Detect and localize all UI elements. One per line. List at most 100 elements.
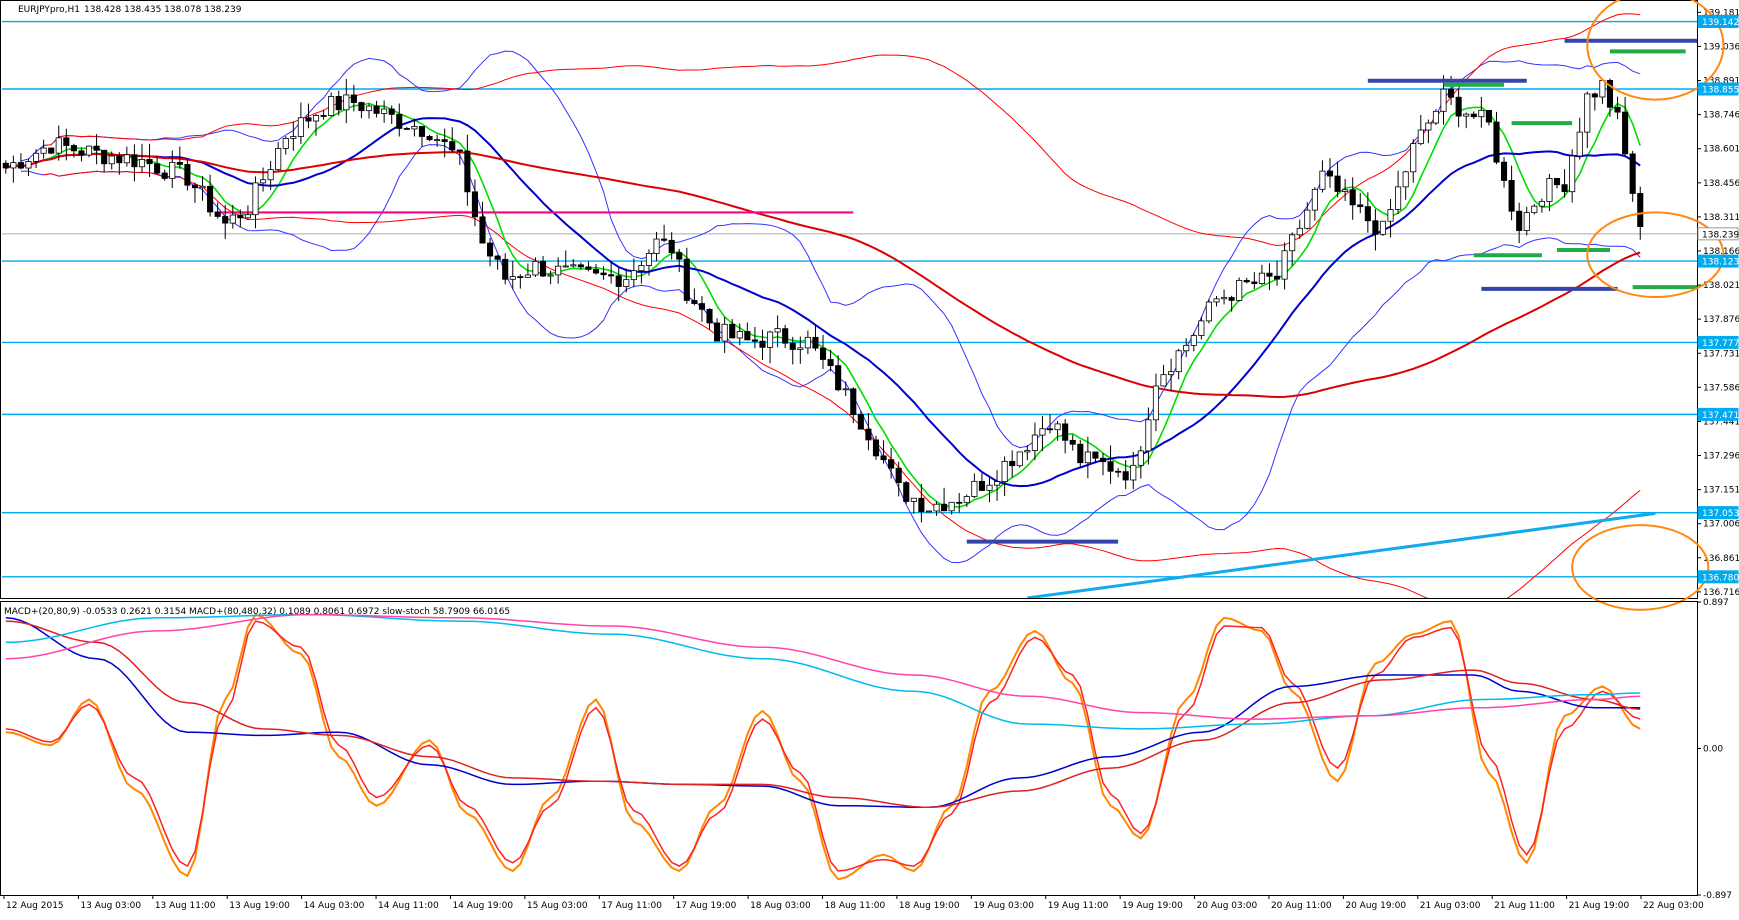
trendline[interactable]: [1027, 513, 1655, 598]
candle-body: [1002, 461, 1007, 481]
price-tick-label: 138.311: [1703, 213, 1739, 223]
price-label: 139.142: [1698, 16, 1739, 29]
candle-body: [329, 96, 334, 115]
price-tick-label: 137.876: [1703, 315, 1739, 325]
candle-body: [1517, 211, 1522, 230]
candle-body: [783, 329, 788, 344]
candle-body: [1078, 444, 1083, 462]
candle-body: [934, 504, 939, 511]
time-tick-label: 17 Aug 19:00: [676, 901, 737, 911]
candle-body: [707, 309, 712, 323]
candle-body: [49, 148, 54, 153]
candle-body: [207, 186, 212, 212]
candle-body: [639, 265, 644, 270]
candle-body: [313, 115, 318, 121]
candle-body: [374, 106, 379, 113]
candle-body: [1380, 221, 1385, 234]
candle-body: [86, 146, 91, 155]
indicator-header: MACD+(20,80,9) -0.0533 0.2621 0.3154 MAC…: [4, 607, 510, 617]
indicator-series-line: [6, 615, 1640, 729]
candle-body: [828, 359, 833, 365]
time-tick-label: 14 Aug 19:00: [452, 901, 513, 911]
candle-body: [1176, 351, 1181, 372]
candle-body: [540, 261, 545, 276]
candle-body: [866, 429, 871, 440]
candle-body: [139, 159, 144, 166]
price-plot-area[interactable]: [2, 14, 1723, 610]
candle-body: [1131, 465, 1136, 480]
price-panel[interactable]: 139.181139.036138.891138.746138.601138.4…: [1, 0, 1739, 610]
candle-body: [737, 332, 742, 338]
time-tick-label: 13 Aug 19:00: [229, 901, 290, 911]
candle-body: [510, 277, 515, 280]
candle-body: [843, 389, 848, 390]
candle-body: [616, 276, 621, 287]
indicator-plot-area[interactable]: [6, 615, 1640, 880]
price-label: 138.239: [1698, 228, 1739, 241]
time-tick-label: 20 Aug 19:00: [1345, 901, 1406, 911]
candle-body: [578, 265, 583, 267]
candle-body: [487, 243, 492, 256]
time-tick-label: 19 Aug 11:00: [1048, 901, 1109, 911]
candle-body: [1638, 193, 1643, 226]
candle-body: [730, 324, 735, 338]
price-label-text: 138.855: [1702, 85, 1739, 95]
candle-body: [745, 332, 750, 340]
price-tick-label: 137.586: [1703, 383, 1739, 393]
candle-body: [503, 259, 508, 279]
candle-body: [1411, 144, 1416, 172]
candle-body: [1168, 372, 1173, 375]
candle-body: [1297, 228, 1302, 235]
candle-body: [722, 324, 727, 341]
candle-body: [1070, 440, 1075, 444]
time-tick-label: 20 Aug 11:00: [1271, 901, 1332, 911]
candle-body: [699, 304, 704, 310]
time-tick-label: 22 Aug 03:00: [1643, 901, 1704, 911]
candle-body: [563, 266, 568, 267]
candle-body: [26, 161, 31, 168]
candle-body: [957, 502, 962, 503]
candle-body: [1342, 190, 1347, 192]
candle-body: [813, 337, 818, 348]
candle-body: [1055, 424, 1060, 430]
candle-body: [381, 109, 386, 113]
candle-body: [586, 267, 591, 270]
price-label: 137.053: [1698, 507, 1739, 520]
candle-body: [1153, 386, 1158, 420]
candle-body: [858, 415, 863, 430]
candle-body: [1312, 189, 1317, 210]
candle-body: [775, 329, 780, 332]
candle-body: [260, 180, 265, 183]
candle-body: [1622, 112, 1627, 154]
candle-body: [404, 128, 409, 129]
candle-body: [185, 164, 190, 185]
candle-body: [457, 150, 462, 151]
candle-body: [798, 348, 803, 350]
candle-body: [904, 483, 909, 502]
sma-mid-line: [6, 118, 1640, 486]
price-tick-label: 139.036: [1703, 42, 1739, 52]
candle-body: [1093, 452, 1098, 458]
candle-body: [593, 269, 598, 273]
candle-body: [1615, 107, 1620, 112]
price-tick-label: 137.006: [1703, 520, 1739, 530]
indicator-series-line: [6, 621, 1640, 871]
candle-body: [820, 348, 825, 359]
candle-body: [366, 106, 371, 111]
price-label: 138.123: [1698, 255, 1739, 267]
price-label-text: 136.780: [1702, 573, 1739, 583]
candle-body: [1191, 336, 1196, 346]
candle-body: [919, 498, 924, 511]
annotation-ellipse[interactable]: [1572, 525, 1708, 610]
candle-body: [994, 482, 999, 486]
price-tick-label: 137.151: [1703, 486, 1739, 496]
time-tick-label: 13 Aug 11:00: [155, 901, 216, 911]
candle-body: [646, 253, 651, 265]
candle-body: [291, 137, 296, 139]
price-tick-label: 137.731: [1703, 349, 1739, 359]
time-tick-label: 15 Aug 03:00: [527, 901, 588, 911]
